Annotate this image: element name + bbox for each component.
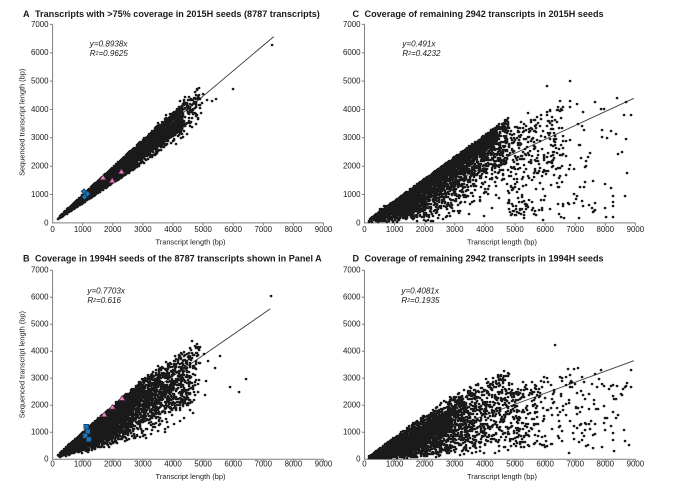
svg-text:0: 0 bbox=[356, 218, 361, 227]
svg-text:2000: 2000 bbox=[416, 460, 434, 469]
svg-text:0: 0 bbox=[50, 225, 55, 234]
svg-text:Coverage in 1994H seeds of the: Coverage in 1994H seeds of the 8787 tran… bbox=[35, 254, 322, 264]
svg-text:6000: 6000 bbox=[536, 460, 554, 469]
svg-text:y=0.8938x: y=0.8938x bbox=[89, 40, 129, 49]
svg-text:R2=0.4232: R2=0.4232 bbox=[402, 49, 441, 58]
svg-text:3000: 3000 bbox=[446, 225, 464, 234]
svg-text:9000: 9000 bbox=[315, 460, 333, 469]
svg-text:1000: 1000 bbox=[74, 225, 92, 234]
svg-text:R2=0.1935: R2=0.1935 bbox=[401, 296, 440, 305]
svg-text:R2=0.616: R2=0.616 bbox=[87, 296, 121, 305]
svg-text:0: 0 bbox=[44, 455, 49, 464]
svg-text:7000: 7000 bbox=[31, 20, 49, 29]
svg-text:Transcripts with >75% coverage: Transcripts with >75% coverage in 2015H … bbox=[35, 9, 320, 19]
svg-text:6000: 6000 bbox=[31, 293, 49, 302]
svg-text:Coverage of remaining 2942 tra: Coverage of remaining 2942 transcripts i… bbox=[365, 9, 604, 19]
svg-text:4000: 4000 bbox=[476, 225, 494, 234]
svg-text:9000: 9000 bbox=[315, 225, 333, 234]
svg-text:0: 0 bbox=[50, 460, 55, 469]
svg-text:9000: 9000 bbox=[627, 225, 645, 234]
svg-text:y=0.491x: y=0.491x bbox=[401, 40, 436, 49]
svg-text:2000: 2000 bbox=[104, 225, 122, 234]
svg-text:3000: 3000 bbox=[446, 460, 464, 469]
svg-text:7000: 7000 bbox=[566, 225, 584, 234]
svg-text:6000: 6000 bbox=[224, 460, 242, 469]
svg-text:6000: 6000 bbox=[224, 225, 242, 234]
svg-text:3000: 3000 bbox=[31, 374, 49, 383]
svg-text:Sequenced transcript length (b: Sequenced transcript length (bp) bbox=[18, 69, 27, 176]
svg-text:2000: 2000 bbox=[31, 162, 49, 171]
svg-text:6000: 6000 bbox=[343, 48, 361, 57]
svg-text:R2=0.9625: R2=0.9625 bbox=[90, 49, 129, 58]
svg-text:0: 0 bbox=[362, 460, 367, 469]
svg-text:0: 0 bbox=[44, 218, 49, 227]
svg-text:5000: 5000 bbox=[194, 225, 212, 234]
svg-text:8000: 8000 bbox=[285, 225, 303, 234]
svg-text:4000: 4000 bbox=[343, 105, 361, 114]
svg-text:2000: 2000 bbox=[343, 401, 361, 410]
svg-text:4000: 4000 bbox=[343, 347, 361, 356]
svg-text:7000: 7000 bbox=[566, 460, 584, 469]
svg-text:1000: 1000 bbox=[74, 460, 92, 469]
svg-text:8000: 8000 bbox=[597, 460, 615, 469]
svg-text:9000: 9000 bbox=[627, 460, 645, 469]
svg-text:Sequenced transcript length (b: Sequenced transcript length (bp) bbox=[18, 311, 27, 418]
svg-text:7000: 7000 bbox=[343, 20, 361, 29]
svg-text:5000: 5000 bbox=[343, 77, 361, 86]
svg-text:3000: 3000 bbox=[134, 460, 152, 469]
svg-text:Transcript length (bp): Transcript length (bp) bbox=[156, 472, 226, 481]
svg-text:A: A bbox=[23, 9, 30, 19]
svg-text:6000: 6000 bbox=[343, 293, 361, 302]
svg-text:7000: 7000 bbox=[31, 266, 49, 275]
svg-text:2000: 2000 bbox=[343, 162, 361, 171]
svg-text:3000: 3000 bbox=[343, 133, 361, 142]
svg-text:4000: 4000 bbox=[476, 460, 494, 469]
svg-text:6000: 6000 bbox=[536, 225, 554, 234]
svg-text:y=0.4081x: y=0.4081x bbox=[400, 287, 440, 296]
svg-text:1000: 1000 bbox=[343, 190, 361, 199]
svg-text:8000: 8000 bbox=[285, 460, 303, 469]
svg-text:1000: 1000 bbox=[386, 460, 404, 469]
svg-text:5000: 5000 bbox=[506, 460, 524, 469]
svg-text:1000: 1000 bbox=[31, 190, 49, 199]
svg-text:Transcript length (bp): Transcript length (bp) bbox=[467, 238, 537, 247]
svg-text:y=0.7703x: y=0.7703x bbox=[86, 287, 126, 296]
svg-text:D: D bbox=[353, 254, 360, 264]
svg-text:7000: 7000 bbox=[255, 225, 273, 234]
svg-text:7000: 7000 bbox=[255, 460, 273, 469]
svg-text:1000: 1000 bbox=[386, 225, 404, 234]
svg-text:2000: 2000 bbox=[104, 460, 122, 469]
svg-text:4000: 4000 bbox=[164, 225, 182, 234]
svg-text:4000: 4000 bbox=[31, 347, 49, 356]
svg-text:5000: 5000 bbox=[31, 77, 49, 86]
svg-text:5000: 5000 bbox=[194, 460, 212, 469]
svg-text:1000: 1000 bbox=[343, 428, 361, 437]
svg-text:8000: 8000 bbox=[597, 225, 615, 234]
svg-text:Transcript length (bp): Transcript length (bp) bbox=[156, 238, 226, 247]
svg-text:1000: 1000 bbox=[31, 428, 49, 437]
svg-text:4000: 4000 bbox=[31, 105, 49, 114]
svg-text:6000: 6000 bbox=[31, 48, 49, 57]
svg-text:3000: 3000 bbox=[134, 225, 152, 234]
svg-text:B: B bbox=[23, 254, 30, 264]
svg-text:0: 0 bbox=[356, 455, 361, 464]
svg-text:7000: 7000 bbox=[343, 266, 361, 275]
svg-text:2000: 2000 bbox=[416, 225, 434, 234]
svg-text:4000: 4000 bbox=[164, 460, 182, 469]
svg-text:5000: 5000 bbox=[343, 320, 361, 329]
svg-text:0: 0 bbox=[362, 225, 367, 234]
svg-text:C: C bbox=[353, 9, 360, 19]
svg-text:2000: 2000 bbox=[31, 401, 49, 410]
svg-text:5000: 5000 bbox=[31, 320, 49, 329]
svg-text:3000: 3000 bbox=[31, 133, 49, 142]
svg-text:Coverage of remaining 2942 tra: Coverage of remaining 2942 transcripts i… bbox=[365, 254, 604, 264]
svg-text:5000: 5000 bbox=[506, 225, 524, 234]
svg-text:Transcript length (bp): Transcript length (bp) bbox=[467, 472, 537, 481]
svg-text:3000: 3000 bbox=[343, 374, 361, 383]
